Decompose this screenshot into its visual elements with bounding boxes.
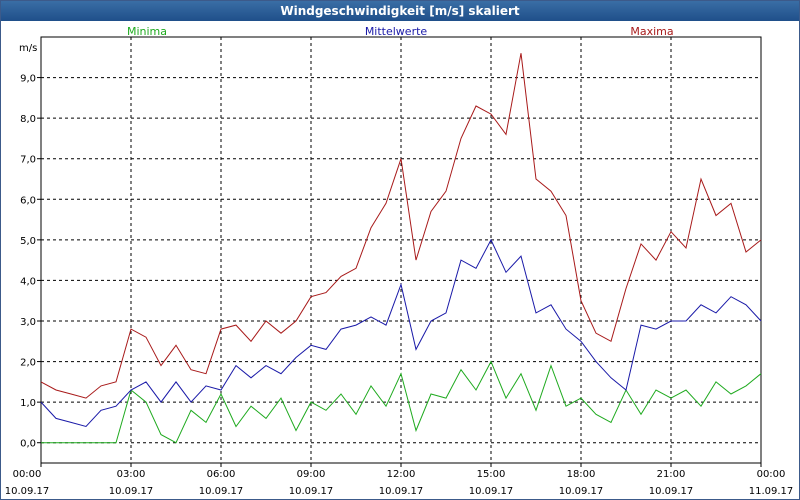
x-tick-date: 10.09.17 — [289, 486, 334, 497]
x-tick-time: 12:00 — [387, 469, 416, 480]
y-tick-label: 9,0 — [20, 74, 36, 85]
y-tick-label: 3,0 — [20, 317, 36, 328]
x-tick-time: 09:00 — [297, 469, 326, 480]
legend-entry-minima: Minima — [127, 25, 167, 38]
x-tick-date: 10.09.17 — [649, 486, 694, 497]
legend-entry-maxima: Maxima — [630, 25, 673, 38]
y-tick-label: 7,0 — [20, 155, 36, 166]
series-lines — [40, 53, 762, 444]
x-tick-time: 06:00 — [207, 469, 236, 480]
y-tick-label: 8,0 — [20, 114, 36, 125]
series-line-minima — [41, 360, 762, 444]
y-tick-label: 0,0 — [20, 439, 36, 450]
y-axis-ticks: 0,0 1,0 2,0 3,0 4,0 5,0 6,0 7,0 8,0 9,0 — [20, 74, 41, 450]
x-tick-date: 11.09.17 — [749, 486, 794, 497]
x-tick-date: 10.09.17 — [469, 486, 514, 497]
y-tick-label: 6,0 — [20, 195, 36, 206]
grid — [41, 37, 761, 463]
y-tick-label: 2,0 — [20, 358, 36, 369]
wind-speed-chart: m/s 0,0 1,0 2,0 3,0 4,0 5,0 6,0 7,0 8,0 9,0 00:00… — [5, 25, 794, 497]
x-axis-ticks: 00:00 10.09.17 03:00 10.09.17 06:00 10.09.17 0… — [5, 463, 794, 497]
y-tick-label: 1,0 — [20, 398, 36, 409]
x-tick-time: 00:00 — [13, 469, 42, 480]
x-tick-date: 10.09.17 — [109, 486, 154, 497]
legend: Minima Mittelwerte Maxima — [127, 25, 674, 38]
y-tick-label: 5,0 — [20, 236, 36, 247]
x-tick-date: 10.09.17 — [199, 486, 244, 497]
x-tick-date: 10.09.17 — [559, 486, 604, 497]
window-title: Windgeschwindigkeit [m/s] skaliert — [1, 1, 799, 21]
y-axis-unit: m/s — [19, 43, 37, 54]
series-line-mittelwerte — [40, 238, 762, 428]
x-tick-time: 21:00 — [657, 469, 686, 480]
x-tick-time: 03:00 — [117, 469, 146, 480]
x-tick-time: 18:00 — [567, 469, 596, 480]
x-tick-date: 10.09.17 — [5, 486, 50, 497]
x-tick-time: 00:00 — [757, 469, 786, 480]
x-tick-time: 15:00 — [477, 469, 506, 480]
legend-entry-mittelwerte: Mittelwerte — [365, 25, 428, 38]
x-tick-date: 10.09.17 — [379, 486, 424, 497]
y-tick-label: 4,0 — [20, 276, 36, 287]
series-line-maxima — [40, 53, 762, 399]
